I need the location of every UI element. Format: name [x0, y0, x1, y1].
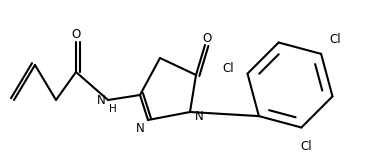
Text: N: N [195, 110, 204, 123]
Text: Cl: Cl [301, 140, 312, 153]
Text: Cl: Cl [222, 62, 234, 75]
Text: N: N [97, 94, 106, 108]
Text: O: O [202, 31, 212, 45]
Text: O: O [71, 29, 80, 41]
Text: N: N [136, 122, 145, 135]
Text: Cl: Cl [329, 33, 341, 46]
Text: H: H [109, 104, 117, 114]
